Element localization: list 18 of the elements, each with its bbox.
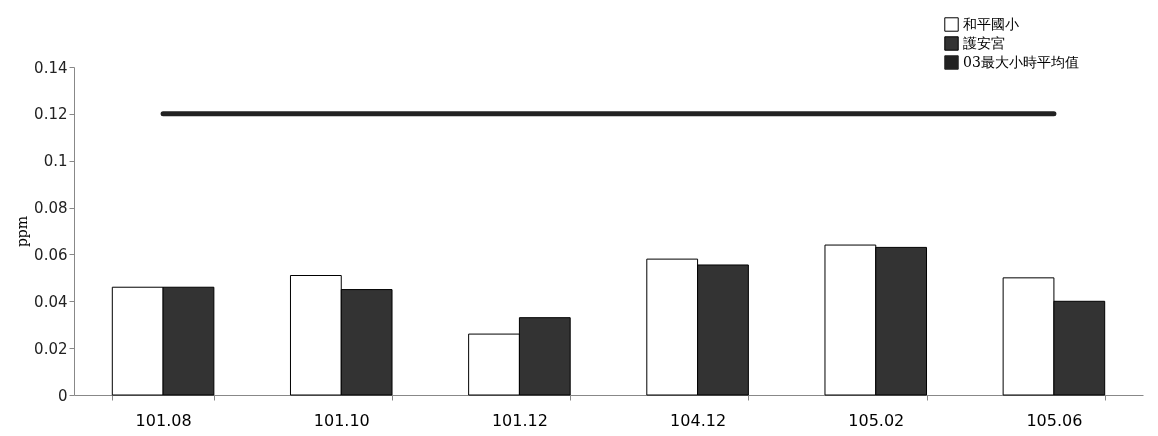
y-tick-label: 0.06 xyxy=(34,245,68,264)
x-tick-label: 104.12 xyxy=(670,410,727,430)
y-tick-label: 0 xyxy=(57,386,68,405)
y-tick-label: 0.14 xyxy=(34,58,68,77)
y-axis-title: ppm xyxy=(14,215,31,248)
x-tick-label: 105.02 xyxy=(848,410,905,430)
y-tick-label: 0.04 xyxy=(34,292,68,311)
x-tick-label: 105.06 xyxy=(1026,410,1083,430)
y-tick-label: 0.12 xyxy=(34,105,68,124)
legend-label: 03最大小時平均值 xyxy=(963,53,1079,70)
legend-label: 和平國小 xyxy=(963,15,1019,32)
x-tick-label: 101.10 xyxy=(313,410,370,430)
y-tick-label: 0.02 xyxy=(34,339,68,358)
x-tick-label: 101.12 xyxy=(491,410,548,430)
y-tick-label: 0.08 xyxy=(34,199,68,218)
y-tick-label: 0.1 xyxy=(43,152,68,171)
legend-label: 護安宮 xyxy=(963,34,1005,51)
x-tick-label: 101.08 xyxy=(135,410,192,430)
